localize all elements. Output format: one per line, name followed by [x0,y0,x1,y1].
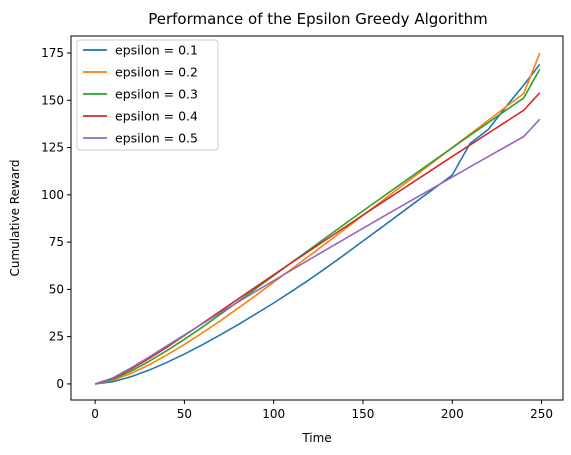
legend-label-2: epsilon = 0.2 [115,65,198,80]
x-tick-label: 50 [177,407,192,421]
y-tick-label: 50 [49,282,64,296]
x-tick-label: 200 [441,407,464,421]
legend-label-1: epsilon = 0.1 [115,43,198,58]
y-tick-label: 150 [41,93,64,107]
x-tick-label: 100 [262,407,285,421]
plot-area [70,35,564,401]
legend: epsilon = 0.1 epsilon = 0.2 epsilon = 0.3 e… [76,39,219,151]
y-tick-label: 0 [56,377,64,391]
x-tick-label: 0 [91,407,99,421]
x-axis-label: Time [301,431,331,445]
series-layer [94,52,541,385]
y-tick-label: 75 [49,235,64,249]
chart-title: Performance of the Epsilon Greedy Algori… [148,10,488,28]
x-tick-label: 250 [530,407,553,421]
y-tick-label: 125 [41,141,64,155]
legend-label-5: epsilon = 0.5 [115,131,198,146]
y-axis-label: Cumulative Reward [8,160,22,277]
legend-label-3: epsilon = 0.3 [115,87,198,102]
series-line-1 [95,63,541,385]
axis-ticks: 0 50 100 150 200 250 0 25 50 75 100 125 150 175 [41,46,553,421]
y-tick-label: 25 [49,330,64,344]
legend-label-4: epsilon = 0.4 [115,109,198,124]
legend-frame [76,39,219,151]
y-tick-label: 175 [41,46,64,60]
series-line-5 [94,118,541,385]
series-line-4 [94,92,541,385]
x-tick-label: 150 [352,407,375,421]
y-tick-label: 100 [41,188,64,202]
series-line-3 [94,68,541,385]
